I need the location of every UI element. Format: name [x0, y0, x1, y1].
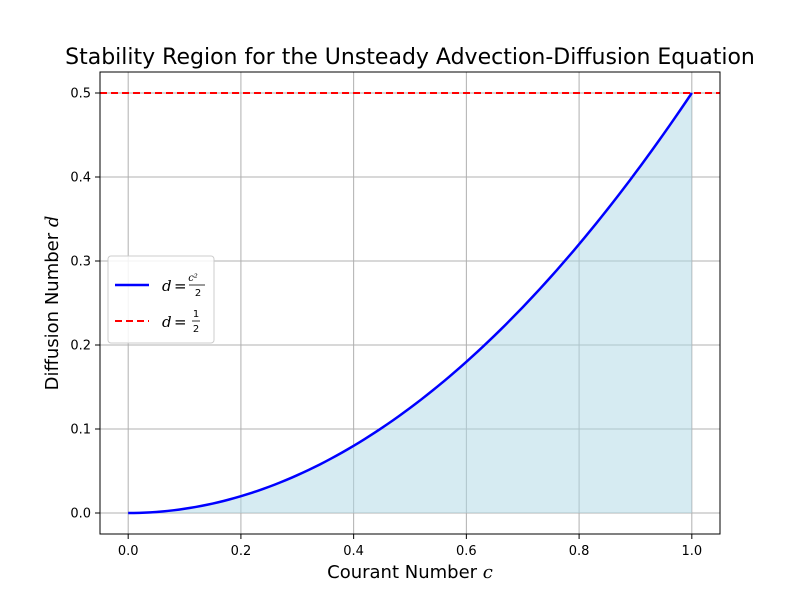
legend-curve-num: c²	[188, 273, 198, 284]
x-tick-label: 0.2	[231, 544, 252, 559]
y-tick-label: 0.4	[70, 171, 91, 186]
y-tick-label: 0.1	[70, 423, 91, 438]
x-tick-label: 0.6	[456, 544, 477, 559]
x-tick-label: 0.4	[343, 544, 364, 559]
x-tick-label: 0.0	[118, 544, 139, 559]
x-axis-label: Courant Number c	[327, 562, 493, 583]
y-axis-label-var: d	[42, 216, 63, 228]
x-axis-label-var: c	[483, 562, 493, 583]
legend-limit-eq: =	[174, 313, 187, 331]
x-tick-label: 1.0	[681, 544, 702, 559]
y-axis-label: Diffusion Number d	[42, 216, 63, 391]
y-axis-label-text: Diffusion Number	[42, 227, 63, 390]
legend-limit-num: 1	[193, 309, 199, 320]
chart-title: Stability Region for the Unsteady Advect…	[65, 45, 755, 70]
legend: d = c² 2 d = 1 2	[108, 256, 214, 343]
legend-curve-eq: =	[174, 277, 187, 295]
y-tick-label: 0.0	[70, 507, 91, 522]
legend-limit-den: 2	[193, 324, 199, 335]
legend-curve-den: 2	[195, 288, 201, 299]
y-tick-label: 0.3	[70, 255, 91, 270]
x-tick-label: 0.8	[569, 544, 590, 559]
legend-limit-lhs: d	[162, 313, 172, 331]
legend-curve-lhs: d	[162, 277, 172, 295]
y-tick-label: 0.5	[70, 87, 91, 102]
x-axis-label-text: Courant Number	[327, 562, 483, 583]
y-tick-label: 0.2	[70, 339, 91, 354]
